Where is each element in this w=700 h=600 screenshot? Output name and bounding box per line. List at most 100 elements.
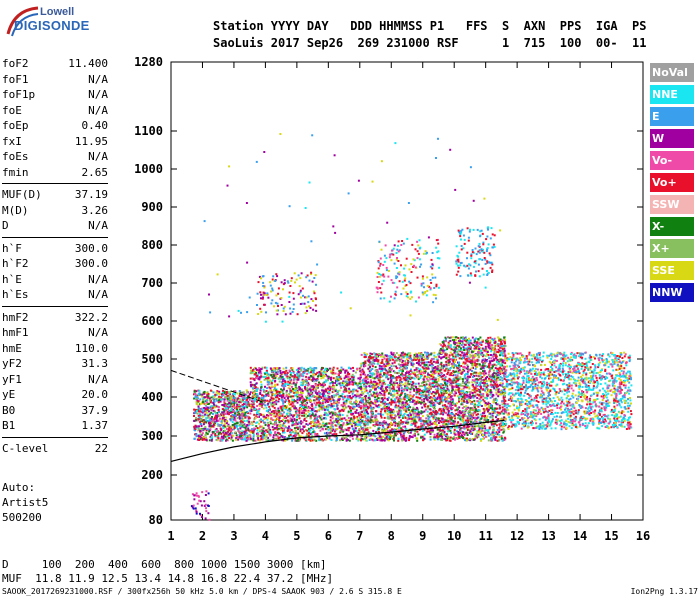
echo-point	[325, 431, 328, 434]
echo-point	[297, 414, 300, 417]
echo-point	[353, 405, 356, 408]
echo-point	[376, 395, 379, 398]
echo-point	[236, 413, 239, 416]
echo-point	[248, 422, 251, 425]
echo-point	[358, 432, 361, 435]
echo-point	[228, 394, 231, 397]
echo-point	[200, 434, 203, 436]
echo-point	[367, 364, 370, 367]
echo-point	[335, 433, 338, 436]
echo-point	[426, 430, 429, 433]
echo-point	[300, 391, 303, 394]
echo-point	[375, 383, 378, 386]
echo-point	[389, 414, 392, 417]
echo-point	[364, 353, 367, 356]
echo-point	[342, 401, 345, 404]
echo-point	[303, 409, 306, 412]
echo-point	[238, 412, 241, 415]
echo-point	[395, 365, 398, 368]
echo-point	[400, 389, 403, 392]
echo-point	[398, 411, 401, 414]
echo-point	[422, 439, 425, 442]
echo-point	[280, 428, 283, 431]
echo-point	[292, 405, 295, 408]
echo-point	[403, 409, 406, 411]
echo-point	[338, 399, 340, 402]
echo-point	[229, 391, 231, 394]
echo-point	[223, 405, 226, 408]
echo-point	[203, 402, 206, 405]
echo-point	[301, 412, 304, 414]
echo-point	[394, 422, 397, 425]
echo-point	[395, 352, 398, 355]
echo-point	[427, 405, 429, 408]
echo-point	[427, 354, 430, 356]
echo-point	[196, 397, 199, 400]
echo-point	[385, 374, 388, 377]
echo-point	[226, 427, 228, 430]
echo-point	[365, 428, 368, 431]
echo-point	[398, 424, 401, 427]
echo-point	[231, 401, 234, 404]
echo-point	[295, 434, 298, 436]
echo-point	[354, 396, 357, 399]
echo-point	[206, 428, 209, 431]
echo-point	[243, 393, 246, 396]
echo-point	[334, 419, 337, 422]
echo-point	[337, 374, 340, 377]
echo-point	[298, 421, 301, 424]
echo-point	[411, 436, 414, 439]
echo-point	[300, 368, 303, 371]
echo-point	[234, 412, 237, 415]
echo-point	[389, 411, 392, 414]
echo-point	[360, 389, 363, 392]
echo-point	[262, 432, 265, 435]
echo-point	[408, 437, 411, 440]
echo-point	[259, 429, 261, 432]
echo-point	[281, 409, 284, 412]
echo-point	[260, 420, 263, 423]
echo-point	[234, 422, 237, 425]
echo-point	[242, 396, 245, 399]
echo-point	[436, 417, 439, 420]
echo-point	[404, 374, 407, 377]
echo-point	[426, 352, 429, 355]
echo-point	[385, 355, 388, 357]
echo-point	[398, 416, 401, 419]
echo-point	[225, 438, 228, 441]
echo-point	[360, 421, 363, 424]
echo-point	[216, 416, 218, 419]
echo-point	[387, 432, 389, 435]
param-divider	[2, 434, 108, 438]
echo-point	[302, 406, 304, 408]
echo-point	[292, 420, 295, 423]
echo-point	[262, 413, 265, 416]
echo-point	[278, 367, 281, 370]
echo-point	[349, 367, 352, 370]
echo-point	[199, 438, 202, 441]
echo-point	[401, 361, 404, 364]
echo-point	[389, 438, 392, 440]
echo-point	[382, 435, 385, 438]
echo-point	[408, 439, 410, 442]
echo-point	[391, 431, 394, 434]
echo-point	[373, 377, 376, 380]
echo-point	[226, 407, 229, 410]
param-label: fxI	[2, 134, 22, 148]
echo-point	[428, 391, 431, 394]
echo-point	[278, 414, 281, 417]
echo-point	[393, 401, 396, 403]
echo-point	[432, 357, 435, 360]
x-tick-label: 14	[573, 529, 587, 543]
echo-point	[335, 380, 338, 383]
echo-point	[290, 420, 293, 423]
echo-point	[291, 430, 294, 433]
echo-point	[410, 358, 413, 361]
echo-point	[400, 352, 403, 355]
echo-point	[240, 413, 243, 416]
echo-point	[335, 384, 338, 387]
echo-point	[420, 389, 423, 392]
echo-point	[330, 430, 333, 433]
echo-point	[346, 396, 349, 399]
echo-point	[418, 419, 421, 422]
